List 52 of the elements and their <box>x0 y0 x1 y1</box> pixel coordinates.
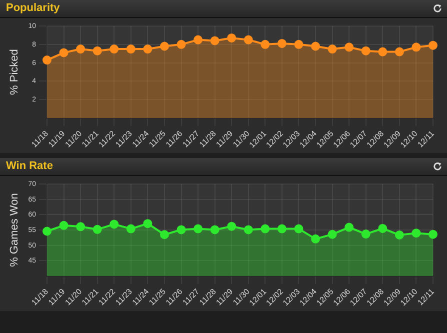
y-axis-title: % Picked <box>8 49 21 95</box>
point <box>194 224 203 234</box>
point <box>160 230 169 240</box>
point <box>244 225 253 234</box>
point <box>394 230 404 240</box>
point <box>277 224 286 234</box>
point <box>143 44 152 54</box>
point <box>76 222 86 232</box>
point <box>42 226 52 236</box>
point <box>344 222 354 232</box>
point <box>126 224 136 234</box>
point <box>176 40 186 49</box>
chart-title: Popularity <box>6 2 60 14</box>
point <box>160 42 169 51</box>
point <box>227 222 236 231</box>
point <box>328 44 337 54</box>
point <box>126 44 136 54</box>
point <box>328 230 337 239</box>
point <box>210 36 220 46</box>
point <box>428 40 438 50</box>
point <box>311 234 320 244</box>
point <box>244 35 253 44</box>
point <box>92 46 102 56</box>
point <box>361 46 370 56</box>
point <box>294 40 304 49</box>
point <box>210 225 220 234</box>
point <box>59 48 68 58</box>
point <box>227 33 236 42</box>
point <box>194 35 203 44</box>
point <box>110 220 119 229</box>
point <box>176 225 186 234</box>
point <box>277 38 286 48</box>
point <box>260 224 270 234</box>
chart-title: Win Rate <box>6 160 53 172</box>
point <box>344 42 354 52</box>
point <box>378 47 388 56</box>
point <box>361 230 370 239</box>
point <box>42 56 52 65</box>
point <box>412 228 421 238</box>
point <box>59 220 68 230</box>
point <box>311 42 320 51</box>
point <box>260 40 270 49</box>
point <box>412 42 421 52</box>
point <box>428 230 438 239</box>
point <box>378 224 388 233</box>
point <box>143 219 152 228</box>
point <box>294 224 304 234</box>
point <box>92 224 102 234</box>
y-axis-title: % Games Won <box>8 193 21 267</box>
point <box>394 47 404 56</box>
point <box>110 44 119 54</box>
point <box>76 44 86 54</box>
